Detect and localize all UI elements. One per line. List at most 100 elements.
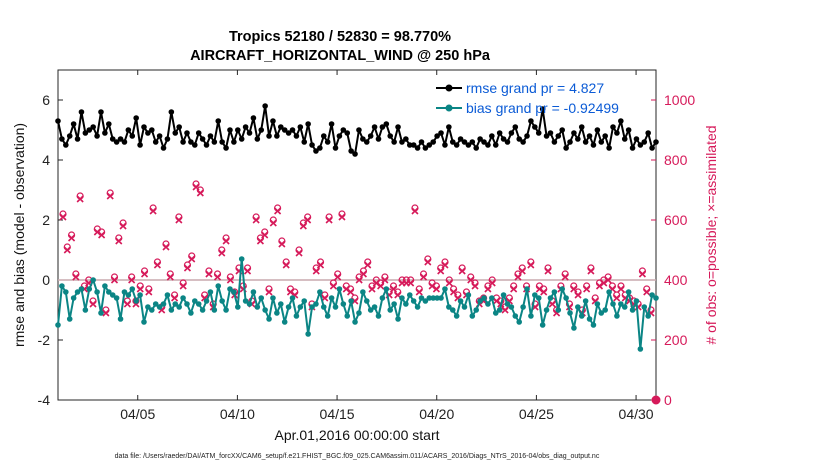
rmse-point xyxy=(156,133,163,139)
bias-point xyxy=(430,295,437,301)
rmse-point xyxy=(328,121,335,127)
obs-assimilated-point xyxy=(364,261,372,269)
plot-area xyxy=(57,69,657,401)
rmse-point xyxy=(266,133,272,139)
obs-assimilated-point xyxy=(372,279,380,287)
obs-assimilated-point xyxy=(188,255,196,263)
rmse-point xyxy=(363,139,370,145)
obs-assimilated-point xyxy=(89,300,97,308)
rmse-point xyxy=(238,136,245,142)
bias-point xyxy=(481,295,487,301)
rmse-point xyxy=(641,139,648,145)
rmse-point xyxy=(489,133,495,139)
obs-assimilated-point xyxy=(192,183,200,191)
bias-point xyxy=(598,310,605,316)
bias-point xyxy=(203,298,210,304)
obs-assimilated-point xyxy=(316,261,325,269)
y2-tick-label: 0 xyxy=(664,392,672,408)
rmse-point xyxy=(305,121,311,127)
rmse-point xyxy=(504,139,511,145)
data-file-footnote: data file: /Users/raeder/DAI/ATM_forcXX/… xyxy=(115,453,600,460)
obs-assimilated-point xyxy=(604,276,612,284)
rmse-point xyxy=(367,133,374,139)
bias-point xyxy=(66,316,73,322)
bias-point xyxy=(70,295,77,301)
rmse-point xyxy=(602,133,608,139)
bias-point xyxy=(133,298,139,304)
rmse-point xyxy=(633,136,640,142)
y-tick-label: 6 xyxy=(42,92,50,108)
bias-point xyxy=(508,304,515,310)
rmse-point xyxy=(621,136,628,142)
bias-point xyxy=(602,307,608,313)
bias-point xyxy=(422,298,429,304)
bias-point xyxy=(449,307,456,313)
obs-assimilated-point xyxy=(68,234,76,242)
rmse-point xyxy=(567,139,573,145)
rmse-point xyxy=(78,109,85,115)
bias-point xyxy=(485,301,491,307)
rmse-point xyxy=(434,133,440,139)
bias-point xyxy=(399,295,405,301)
rmse-point xyxy=(473,145,480,151)
bias-point xyxy=(152,301,159,307)
bias-point xyxy=(270,295,276,301)
bias-point xyxy=(559,286,565,292)
obs-assimilated-point xyxy=(226,276,234,284)
obs-assimilated-point xyxy=(252,216,260,224)
bias-point xyxy=(641,304,648,310)
obs-assimilated-point xyxy=(458,267,466,275)
bias-point xyxy=(149,307,155,313)
bias-point xyxy=(258,295,265,301)
bias-point xyxy=(645,313,651,319)
bias-point xyxy=(74,289,81,295)
obs-assimilated-point xyxy=(312,267,320,275)
obs-assimilated-point xyxy=(136,285,144,293)
obs-assimilated-point xyxy=(514,273,522,281)
bias-point xyxy=(442,286,448,292)
rmse-point xyxy=(383,121,390,127)
obs-assimilated-point xyxy=(265,288,273,296)
rmse-point xyxy=(242,124,249,130)
bias-point xyxy=(141,319,147,325)
rmse-point xyxy=(516,136,523,142)
bias-point xyxy=(520,304,526,310)
bias-point xyxy=(332,304,339,310)
rmse-point xyxy=(133,115,139,121)
obs-assimilated-point xyxy=(488,279,496,287)
bias-point xyxy=(563,295,569,301)
rmse-point xyxy=(203,142,210,148)
bias-point xyxy=(180,295,186,301)
x-axis-ticks: 04/05 04/10 04/15 04/20 04/25 04/30 xyxy=(120,70,654,422)
obs-assimilated-point xyxy=(437,267,445,275)
rmse-point xyxy=(309,142,315,148)
obs-assimilated-point xyxy=(428,282,436,290)
obs-assimilated-point xyxy=(278,240,286,248)
bias-point xyxy=(199,307,206,313)
obs-assimilated-point xyxy=(411,207,419,215)
rmse-point xyxy=(344,130,351,136)
rmse-point xyxy=(66,133,73,139)
rmse-point xyxy=(340,127,347,133)
obs-assimilated-point xyxy=(93,228,101,236)
rmse-point xyxy=(82,130,89,136)
obs-assimilated-point xyxy=(128,276,136,284)
bias-point xyxy=(438,295,444,301)
rmse-point xyxy=(555,133,562,139)
rmse-point xyxy=(430,139,437,145)
bias-point xyxy=(301,298,308,304)
rmse-point xyxy=(453,142,460,148)
y-tick-label: -2 xyxy=(38,332,51,348)
rmse-point xyxy=(332,145,339,151)
bias-point xyxy=(625,289,632,295)
rmse-point xyxy=(293,133,300,139)
obs-assimilated-point xyxy=(304,216,312,224)
rmse-point xyxy=(539,106,546,112)
bias-point xyxy=(145,304,151,310)
obs-assimilated-point xyxy=(613,294,621,302)
y2-axis-label: # of obs: o=possible; ×=assimilated xyxy=(703,125,719,344)
bias-point xyxy=(371,304,378,310)
bias-point xyxy=(160,301,167,307)
bias-point xyxy=(289,295,296,301)
